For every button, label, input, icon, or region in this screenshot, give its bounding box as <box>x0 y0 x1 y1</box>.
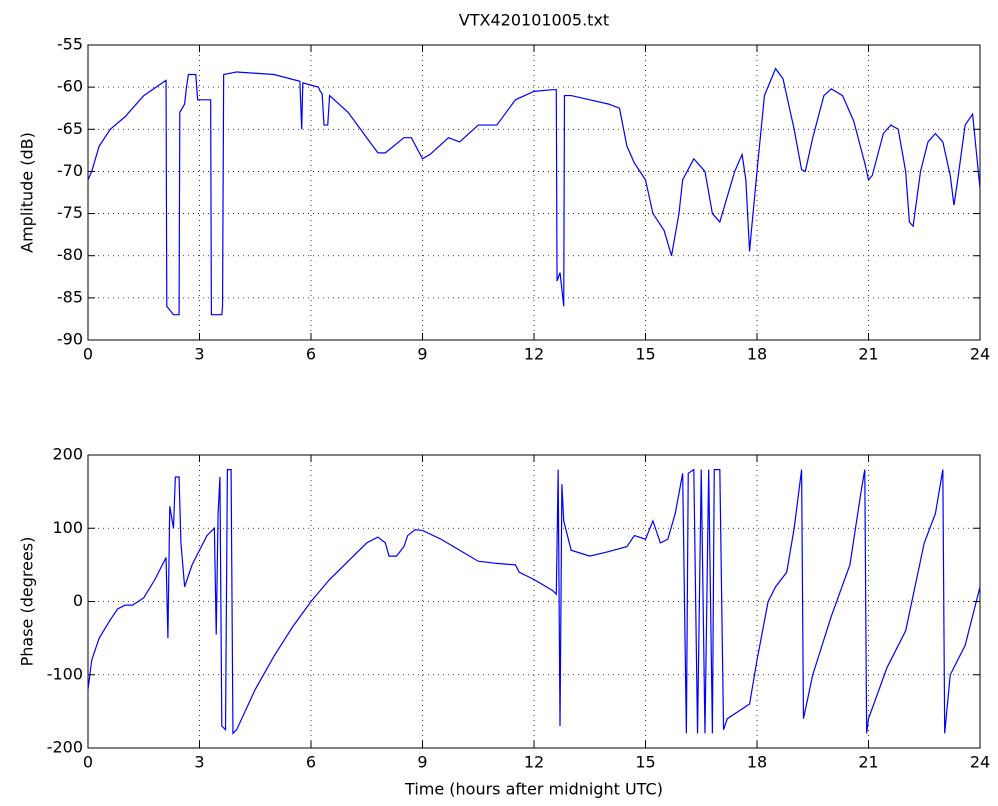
y-axis-label: Phase (degrees) <box>18 537 37 667</box>
y-axis-label: Amplitude (dB) <box>18 132 37 253</box>
x-tick-label: 18 <box>747 753 767 772</box>
y-tick-label: -90 <box>57 330 83 349</box>
y-tick-label: -100 <box>47 664 83 683</box>
y-tick-label: 200 <box>52 445 83 464</box>
y-tick-label: -200 <box>47 738 83 757</box>
x-tick-label: 21 <box>858 345 878 364</box>
x-tick-label: 0 <box>83 345 93 364</box>
chart-title: VTX420101005.txt <box>459 11 609 30</box>
x-tick-label: 3 <box>194 345 204 364</box>
y-tick-label: -80 <box>57 245 83 264</box>
x-tick-label: 0 <box>83 753 93 772</box>
x-tick-label: 15 <box>635 753 655 772</box>
x-tick-label: 24 <box>970 345 990 364</box>
x-tick-label: 3 <box>194 753 204 772</box>
axes-frame <box>87 454 981 749</box>
x-tick-label: 12 <box>524 753 544 772</box>
data-line <box>87 67 981 316</box>
x-tick-label: 6 <box>306 753 316 772</box>
y-tick-label: -75 <box>57 203 83 222</box>
y-tick-label: -60 <box>57 77 83 96</box>
y-tick-label: -85 <box>57 287 83 306</box>
y-tick-label: 0 <box>73 591 83 610</box>
data-line <box>87 468 981 735</box>
axes-frame <box>87 44 981 341</box>
x-tick-label: 12 <box>524 345 544 364</box>
x-tick-label: 6 <box>306 345 316 364</box>
y-tick-label: -70 <box>57 161 83 180</box>
x-tick-label: 9 <box>417 345 427 364</box>
y-tick-label: -65 <box>57 119 83 138</box>
x-tick-label: 18 <box>747 345 767 364</box>
x-tick-label: 15 <box>635 345 655 364</box>
y-tick-label: -55 <box>57 35 83 54</box>
x-tick-label: 21 <box>858 753 878 772</box>
y-tick-label: 100 <box>52 518 83 537</box>
x-tick-label: 24 <box>970 753 990 772</box>
x-axis-label: Time (hours after midnight UTC) <box>404 780 663 799</box>
x-tick-label: 9 <box>417 753 427 772</box>
